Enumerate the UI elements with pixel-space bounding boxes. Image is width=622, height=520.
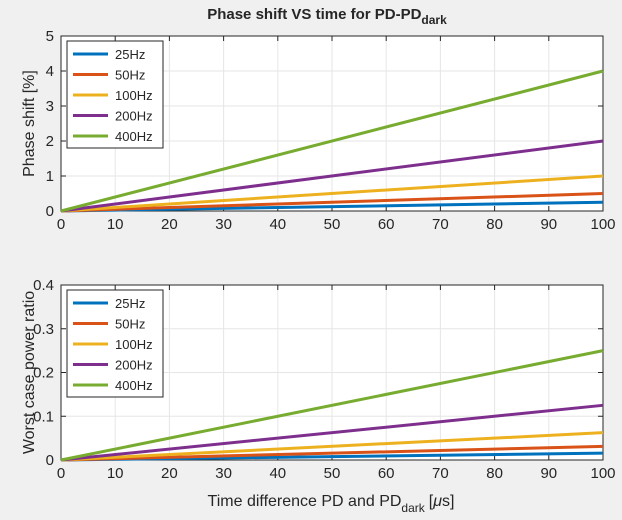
y-tick-label: 0 <box>46 452 54 469</box>
legend-label: 50Hz <box>115 68 145 83</box>
x-tick-label: 80 <box>486 216 503 233</box>
power-ratio-plot: 0 10 20 30 40 50 60 70 80 90 100 0 0.1 0.2 0.3 0.4Worst… <box>21 277 616 482</box>
legend-label: 200Hz <box>115 358 153 373</box>
plot-frame <box>60 35 604 212</box>
x-tick-label: 60 <box>378 216 395 233</box>
x-tick-label: 40 <box>269 216 286 233</box>
x-tick-label: 0 <box>57 465 65 482</box>
x-tick-label: 90 <box>540 216 557 233</box>
y-tick-label: 3 <box>46 98 54 115</box>
y-tick-label: 5 <box>46 28 54 45</box>
x-tick-label: 60 <box>378 465 395 482</box>
legend-label: 50Hz <box>115 317 145 332</box>
x-tick-label: 30 <box>215 465 232 482</box>
plot-frame <box>60 284 604 461</box>
x-tick-label: 20 <box>161 465 178 482</box>
y-tick-label: 0.2 <box>33 365 54 382</box>
x-axis-label: Time difference PD and PDdark [μs] <box>208 493 455 515</box>
x-tick-label: 100 <box>590 465 615 482</box>
series-line-400hz <box>60 69 604 213</box>
x-tick-label: 100 <box>590 216 615 233</box>
y-tick-label: 1 <box>46 168 54 185</box>
series-line-50hz <box>60 192 604 213</box>
x-tick-label: 50 <box>324 216 341 233</box>
series-line-100hz <box>60 174 604 213</box>
phase-shift-plot: 0 10 20 30 40 50 60 70 80 90 100 0 1 2 3 4 5 Phase shift … <box>21 28 616 233</box>
series-line-200hz <box>60 139 604 213</box>
y-tick-label: 0.1 <box>33 408 54 425</box>
y-tick-label: 0.3 <box>33 321 54 338</box>
legend-label: 100Hz <box>115 337 153 352</box>
y-tick-label: 0.4 <box>33 277 54 294</box>
x-tick-label: 50 <box>324 465 341 482</box>
x-tick-label: 0 <box>57 216 65 233</box>
figure-title: Phase shift VS time for PD-PDdark <box>207 6 447 27</box>
y-axis-label: Phase shift [%] <box>21 70 38 177</box>
x-tick-label: 80 <box>486 465 503 482</box>
legend-label: 400Hz <box>115 378 153 393</box>
x-tick-label: 10 <box>107 216 124 233</box>
y-tick-label: 2 <box>46 133 54 150</box>
x-tick-label: 20 <box>161 216 178 233</box>
legend-label: 100Hz <box>115 88 153 103</box>
x-tick-label: 40 <box>269 465 286 482</box>
x-tick-label: 10 <box>107 465 124 482</box>
x-tick-label: 70 <box>432 216 449 233</box>
series-line-200hz <box>60 403 604 462</box>
legend-label: 25Hz <box>115 47 145 62</box>
series-line-50hz <box>60 444 604 462</box>
x-tick-label: 70 <box>432 465 449 482</box>
legend-label: 400Hz <box>115 129 153 144</box>
series-line-100hz <box>60 431 604 462</box>
x-tick-label: 90 <box>540 465 557 482</box>
y-tick-label: 4 <box>46 63 54 80</box>
x-tick-label: 30 <box>215 216 232 233</box>
y-axis-label: Worst case power ratio <box>21 291 38 454</box>
series-line-400hz <box>60 349 604 462</box>
y-tick-label: 0 <box>46 203 54 220</box>
legend-label: 25Hz <box>115 296 145 311</box>
legend-label: 200Hz <box>115 109 153 124</box>
